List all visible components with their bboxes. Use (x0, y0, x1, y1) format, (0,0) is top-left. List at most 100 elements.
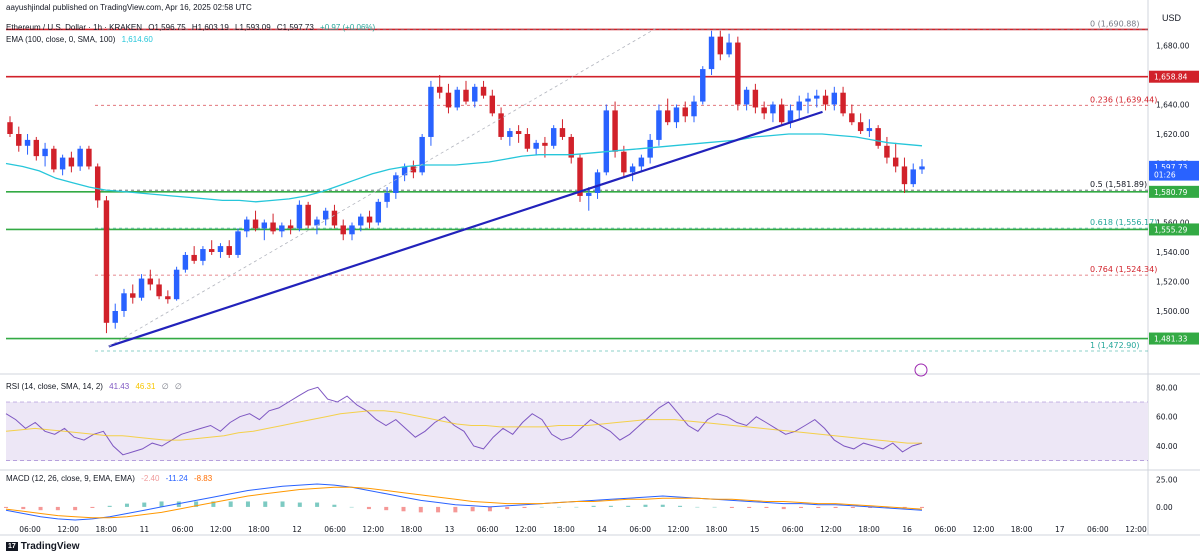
candle-body (244, 219, 250, 232)
time-tick-label: 06:00 (934, 525, 956, 534)
ema-legend[interactable]: EMA (100, close, 0, SMA, 100) 1,614.60 (6, 35, 157, 44)
time-tick-label: 12:00 (515, 525, 537, 534)
candle-body (16, 134, 22, 146)
time-tick-label: 06:00 (1087, 525, 1109, 534)
macd-histogram-bar (487, 506, 492, 512)
price-tag-label: 1,481.33 (1154, 335, 1188, 344)
candle-body (112, 311, 118, 323)
macd-histogram-bar (142, 502, 147, 507)
candle-body (910, 169, 916, 185)
candle-body (252, 219, 259, 229)
time-tick-label: 15 (750, 525, 760, 534)
price-tag-label: 1,658.84 (1154, 73, 1188, 82)
candle-body (393, 175, 399, 193)
time-tick-label: 18:00 (401, 525, 423, 534)
rsi-x2: ∅ (174, 382, 182, 391)
candle-body (621, 151, 627, 173)
candle-body (568, 136, 574, 158)
candle-body (586, 193, 592, 196)
macd-histogram-bar (297, 502, 302, 507)
candle-body (805, 98, 811, 102)
candle-body (726, 42, 732, 55)
candle-body (919, 166, 925, 170)
rsi-legend[interactable]: RSI (14, close, SMA, 14, 2) 41.43 46.31 … (6, 382, 186, 391)
candle-body (165, 296, 171, 300)
macd-histogram-bar (522, 506, 527, 508)
fib-level-label: 0.618 (1,556.17) (1090, 218, 1157, 227)
time-tick-label: 06:00 (782, 525, 804, 534)
candle-body (533, 142, 539, 149)
ema-label[interactable]: EMA (100, close, 0, SMA, 100) (6, 35, 116, 44)
rsi-label[interactable]: RSI (14, close, SMA, 14, 2) (6, 382, 103, 391)
candle-body (840, 92, 846, 114)
time-tick-label: 16 (902, 525, 912, 534)
candle-body (463, 89, 469, 102)
time-tick-label: 13 (445, 525, 455, 534)
price-tag-label: 01:26 (1154, 171, 1176, 180)
time-tick-label: 06:00 (324, 525, 346, 534)
candle-body (708, 36, 715, 70)
macd-histogram-bar (643, 504, 648, 507)
time-tick-label: 06:00 (477, 525, 499, 534)
symbol-name[interactable]: Ethereum / U.S. Dollar · 1h · KRAKEN (6, 23, 143, 32)
symbol-line[interactable]: Ethereum / U.S. Dollar · 1h · KRAKEN O1,… (6, 23, 379, 32)
price-tick-label: 1,560.00 (1156, 219, 1190, 228)
candle-body (270, 222, 276, 232)
macd-histogram-bar (194, 501, 199, 507)
candle-body (121, 293, 127, 311)
fib-level-label: 0.236 (1,639.44) (1090, 95, 1157, 104)
publisher-text: aayushjindal published on TradingView.co… (6, 3, 252, 12)
macd-histogram-bar (729, 506, 734, 508)
candle-body (340, 225, 346, 235)
macd-histogram-bar (902, 506, 907, 508)
macd-histogram-bar (4, 506, 8, 508)
fib-level-label: 0.764 (1,524.34) (1090, 265, 1157, 274)
macd-histogram-bar (781, 506, 786, 510)
macd-histogram-bar (159, 501, 164, 507)
candle-body (664, 110, 671, 123)
candle-body (787, 110, 794, 123)
macd-histogram-bar (712, 506, 717, 508)
macd-histogram-bar (124, 503, 129, 507)
macd-histogram-bar (591, 505, 596, 507)
candle-body (682, 107, 688, 117)
macd-histogram-bar (401, 506, 406, 512)
candle-body (375, 201, 382, 223)
candle-body (594, 172, 601, 193)
price-tag-bg (1149, 168, 1199, 181)
time-tick-label: 12 (292, 525, 302, 534)
candle-body (322, 210, 329, 220)
fib-anchor-line (108, 27, 658, 347)
time-tick-label: 18:00 (248, 525, 270, 534)
ema-100-line (5, 133, 923, 203)
candle-body (603, 110, 610, 173)
candle-body (647, 139, 653, 158)
candle-body (612, 110, 618, 152)
candle-body (358, 216, 364, 226)
candle-body (173, 269, 180, 300)
ohlc-low: L1,593.09 (235, 23, 271, 32)
price-tick-label: 1,680.00 (1156, 42, 1190, 51)
macd-legend[interactable]: MACD (12, 26, close, 9, EMA, EMA) -2.40 … (6, 474, 216, 483)
macd-histogram-bar (557, 506, 562, 508)
fib-level-label: 0.5 (1,581.89) (1090, 180, 1147, 189)
rsi-tick-label: 60.00 (1156, 413, 1178, 422)
candle-body (59, 157, 66, 170)
macd-histogram-bar (764, 506, 769, 508)
macd-label[interactable]: MACD (12, 26, close, 9, EMA, EMA) (6, 474, 135, 483)
macd-histogram-bar (228, 501, 233, 507)
macd-line-value: -11.24 (165, 474, 188, 483)
candle-body (849, 113, 855, 123)
tradingview-logo[interactable]: 17 TradingView (6, 541, 80, 552)
price-tag-bg (1149, 185, 1199, 198)
macd-histogram-bar (245, 501, 250, 507)
candle-body (410, 166, 417, 173)
time-tick-label: 18:00 (858, 525, 880, 534)
price-tick-label: 1,500.00 (1156, 307, 1190, 316)
candle-body (401, 166, 408, 176)
macd-histogram-bar (332, 504, 337, 507)
candle-body (901, 166, 908, 185)
candle-body (884, 145, 890, 158)
candle-body (445, 92, 452, 108)
